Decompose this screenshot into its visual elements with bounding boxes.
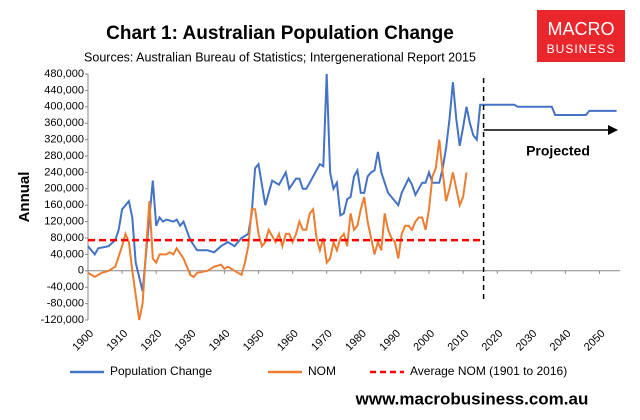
- legend-label: Average NOM (1901 to 2016): [410, 364, 567, 378]
- x-tick-label: 1910: [104, 328, 130, 354]
- x-tick-label: 1960: [275, 328, 301, 354]
- x-tick-label: 1950: [241, 328, 267, 354]
- legend-label: Population Change: [110, 364, 212, 378]
- y-tick-label: 40,000: [50, 248, 84, 260]
- x-tick-label: 1980: [343, 328, 369, 354]
- x-tick-label: 2030: [514, 328, 540, 354]
- y-axis-label: Annual: [16, 172, 33, 223]
- y-tick-label: -40,000: [47, 281, 84, 293]
- x-tick-label: 1940: [207, 328, 233, 354]
- logo-text: MACRO: [548, 19, 615, 39]
- x-tick-label: 2020: [480, 328, 506, 354]
- x-tick-label: 1990: [377, 328, 403, 354]
- annotation: Projected: [526, 143, 590, 159]
- x-tick-label: 2040: [548, 328, 574, 354]
- legend-label: NOM: [308, 364, 336, 378]
- x-tick-label: 1920: [139, 328, 165, 354]
- footer: www.macrobusiness.com.au: [355, 389, 589, 408]
- y-tick-label: 320,000: [44, 134, 84, 146]
- chart-title: Chart 1: Australian Population Change: [106, 23, 454, 44]
- chart-subtitle: Sources: Australian Bureau of Statistics…: [84, 50, 476, 64]
- y-tick-label: 0: [78, 265, 84, 277]
- x-tick-label: 2010: [446, 328, 472, 354]
- y-tick-label: 160,000: [44, 199, 84, 211]
- y-tick-label: 120,000: [44, 216, 84, 228]
- x-tick-label: 1930: [173, 328, 199, 354]
- logo-box: [537, 10, 625, 62]
- y-tick-label: 80,000: [50, 232, 84, 244]
- series-line: [87, 139, 468, 321]
- logo-text: BUSINESS: [547, 42, 616, 56]
- x-tick-label: 2050: [582, 328, 608, 354]
- y-tick-label: 360,000: [44, 117, 84, 129]
- x-tick-label: 1900: [70, 328, 96, 354]
- series-line: [87, 73, 617, 292]
- y-tick-label: 240,000: [44, 166, 84, 178]
- y-tick-label: 400,000: [44, 101, 84, 113]
- y-tick-label: 480,000: [44, 68, 84, 80]
- y-tick-label: -80,000: [47, 298, 84, 310]
- y-tick-label: 280,000: [44, 150, 84, 162]
- x-tick-label: 2000: [411, 328, 437, 354]
- arrow-head: [608, 125, 618, 135]
- y-tick-label: 200,000: [44, 183, 84, 195]
- y-tick-label: 440,000: [44, 84, 84, 96]
- y-tick-label: -120,000: [41, 314, 84, 326]
- x-tick-label: 1970: [309, 328, 335, 354]
